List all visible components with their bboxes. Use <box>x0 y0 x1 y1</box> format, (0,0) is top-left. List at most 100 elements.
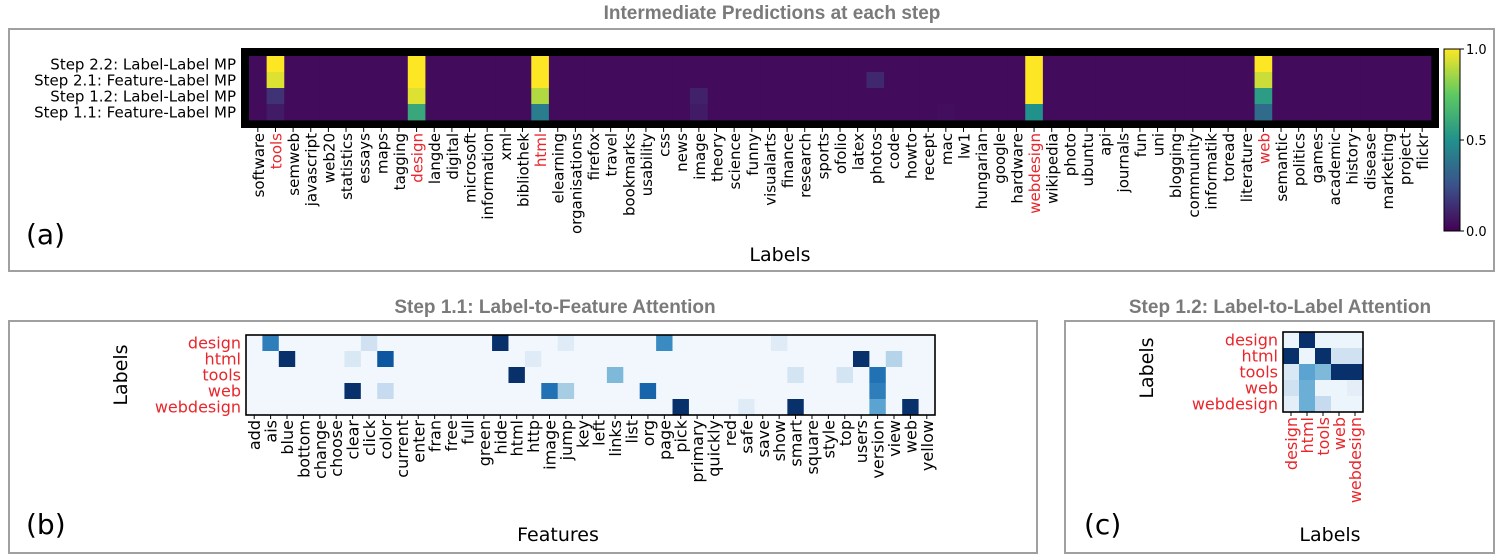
pred-xtick-label: flickr <box>1414 132 1432 170</box>
feat-cell <box>770 367 788 384</box>
feat-cell <box>787 399 805 416</box>
feat-cell <box>295 399 313 416</box>
pred-cell <box>619 104 638 121</box>
feat-cell <box>623 351 641 368</box>
feat-xtick-label: free <box>442 420 461 452</box>
feat-cell <box>606 335 624 352</box>
feat-cell <box>836 351 854 368</box>
pred-xtick-label: politics <box>1291 133 1309 186</box>
lab-ytick-label: html <box>1242 347 1278 366</box>
pred-cell <box>460 72 479 89</box>
feat-cell <box>410 351 427 368</box>
pred-xtick-label: history <box>1344 133 1362 185</box>
feat-xtick-label: top <box>836 420 855 446</box>
pred-cell <box>884 104 903 121</box>
pred-cell <box>372 88 391 105</box>
pred-cell <box>301 104 320 121</box>
pred-cell <box>619 56 638 73</box>
pred-cell <box>760 88 779 105</box>
feat-cell <box>656 367 673 384</box>
pred-cell <box>1360 88 1379 105</box>
pred-cell <box>1236 104 1255 121</box>
pred-xtick-label: research <box>797 133 815 198</box>
feat-cell <box>721 399 739 416</box>
lab-cell <box>1331 380 1348 397</box>
feat-cell <box>738 399 755 416</box>
pred-cell <box>831 56 850 73</box>
pred-xtick-label: semweb <box>285 133 303 196</box>
feat-cell <box>902 351 919 368</box>
pred-cell <box>848 104 867 121</box>
feat-xtick-label: full <box>458 420 477 445</box>
feat-cell <box>869 335 887 352</box>
feat-cell <box>836 335 854 352</box>
pred-cell <box>1219 88 1238 105</box>
feat-ytick-label: tools <box>202 366 241 385</box>
pred-cell <box>1025 72 1044 89</box>
pred-cell <box>1342 56 1361 73</box>
pred-cell <box>901 56 920 73</box>
feat-cell <box>639 367 657 384</box>
pred-cell <box>725 72 744 89</box>
pred-cell <box>725 104 744 121</box>
feat-cell <box>574 367 591 384</box>
feat-cell <box>278 399 296 416</box>
pred-cell <box>1378 72 1397 89</box>
feat-cell <box>754 383 772 400</box>
feat-cell <box>344 351 362 368</box>
feat-cell <box>492 383 509 400</box>
pred-cell <box>1325 88 1344 105</box>
pred-xtick-label: howto <box>903 133 921 179</box>
feat-cell <box>754 335 772 352</box>
pred-cell <box>531 88 550 105</box>
pred-cell <box>760 104 779 121</box>
feat-xlabel: Features <box>517 524 599 546</box>
pred-xtick-label: essays <box>356 133 374 184</box>
pred-cell <box>813 72 832 89</box>
pred-cell <box>1219 104 1238 121</box>
pred-cell <box>478 56 497 73</box>
feat-cell <box>688 367 706 384</box>
pred-xlabel: Labels <box>749 244 810 266</box>
feat-xtick-label: red <box>721 420 740 446</box>
pred-cell <box>531 56 550 73</box>
pred-cell <box>1307 88 1326 105</box>
pred-xtick-label: theory <box>709 133 727 182</box>
pred-cell <box>1184 56 1203 73</box>
pred-cell <box>884 72 903 89</box>
feat-cell <box>918 383 936 400</box>
lab-xtick-label: design <box>1282 417 1301 470</box>
pred-cell <box>284 104 303 121</box>
feat-cell <box>869 399 887 416</box>
lab-ytick-label: web <box>1245 379 1278 398</box>
pred-cell <box>1131 88 1150 105</box>
pred-cell <box>654 72 673 89</box>
feat-cell <box>524 383 542 400</box>
lab-cell <box>1299 348 1316 365</box>
pred-cell <box>654 88 673 105</box>
pred-cell <box>672 56 691 73</box>
feat-cell <box>426 383 444 400</box>
feat-cell <box>918 351 936 368</box>
pred-cell <box>831 104 850 121</box>
lab-cell <box>1283 348 1300 365</box>
pred-xtick-label: image <box>691 133 709 180</box>
pred-cell <box>443 72 462 89</box>
pred-cell <box>1254 104 1273 121</box>
feat-xtick-label: left <box>590 420 609 446</box>
feat-cell <box>377 383 395 400</box>
feat-cell <box>426 335 444 352</box>
feat-cell <box>803 383 821 400</box>
lab-cell <box>1299 380 1316 397</box>
pred-cell <box>249 104 268 121</box>
pred-cell <box>601 72 620 89</box>
pred-cell <box>1325 104 1344 121</box>
pred-cell <box>354 72 373 89</box>
pred-cell <box>513 72 532 89</box>
pred-xtick-label: news <box>673 133 691 172</box>
feat-cell <box>246 399 263 416</box>
pred-cell <box>372 104 391 121</box>
pred-cell <box>795 104 814 121</box>
pred-cell <box>1148 56 1167 73</box>
feat-xtick-label: jump <box>557 420 576 461</box>
